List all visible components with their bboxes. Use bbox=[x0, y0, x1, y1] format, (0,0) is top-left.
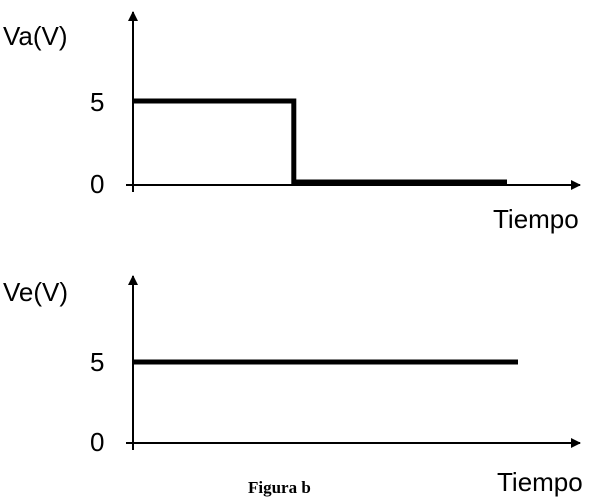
ve-y-axis-label: Ve(V) bbox=[3, 277, 68, 307]
ve-x-axis-label: Tiempo bbox=[497, 467, 583, 497]
chart-ve: Ve(V) Tiempo 5 0 bbox=[3, 275, 583, 497]
figure-caption: Figura b bbox=[248, 478, 311, 497]
va-signal-line bbox=[133, 98, 507, 185]
va-x-axis-label: Tiempo bbox=[493, 204, 579, 234]
ve-y-tick-5: 5 bbox=[90, 347, 104, 377]
va-y-axis-label: Va(V) bbox=[3, 21, 68, 51]
ve-y-tick-0: 0 bbox=[90, 427, 104, 457]
chart-va: Va(V) Tiempo 5 0 bbox=[3, 11, 581, 234]
va-y-tick-0: 0 bbox=[90, 169, 104, 199]
va-y-tick-5: 5 bbox=[90, 87, 104, 117]
